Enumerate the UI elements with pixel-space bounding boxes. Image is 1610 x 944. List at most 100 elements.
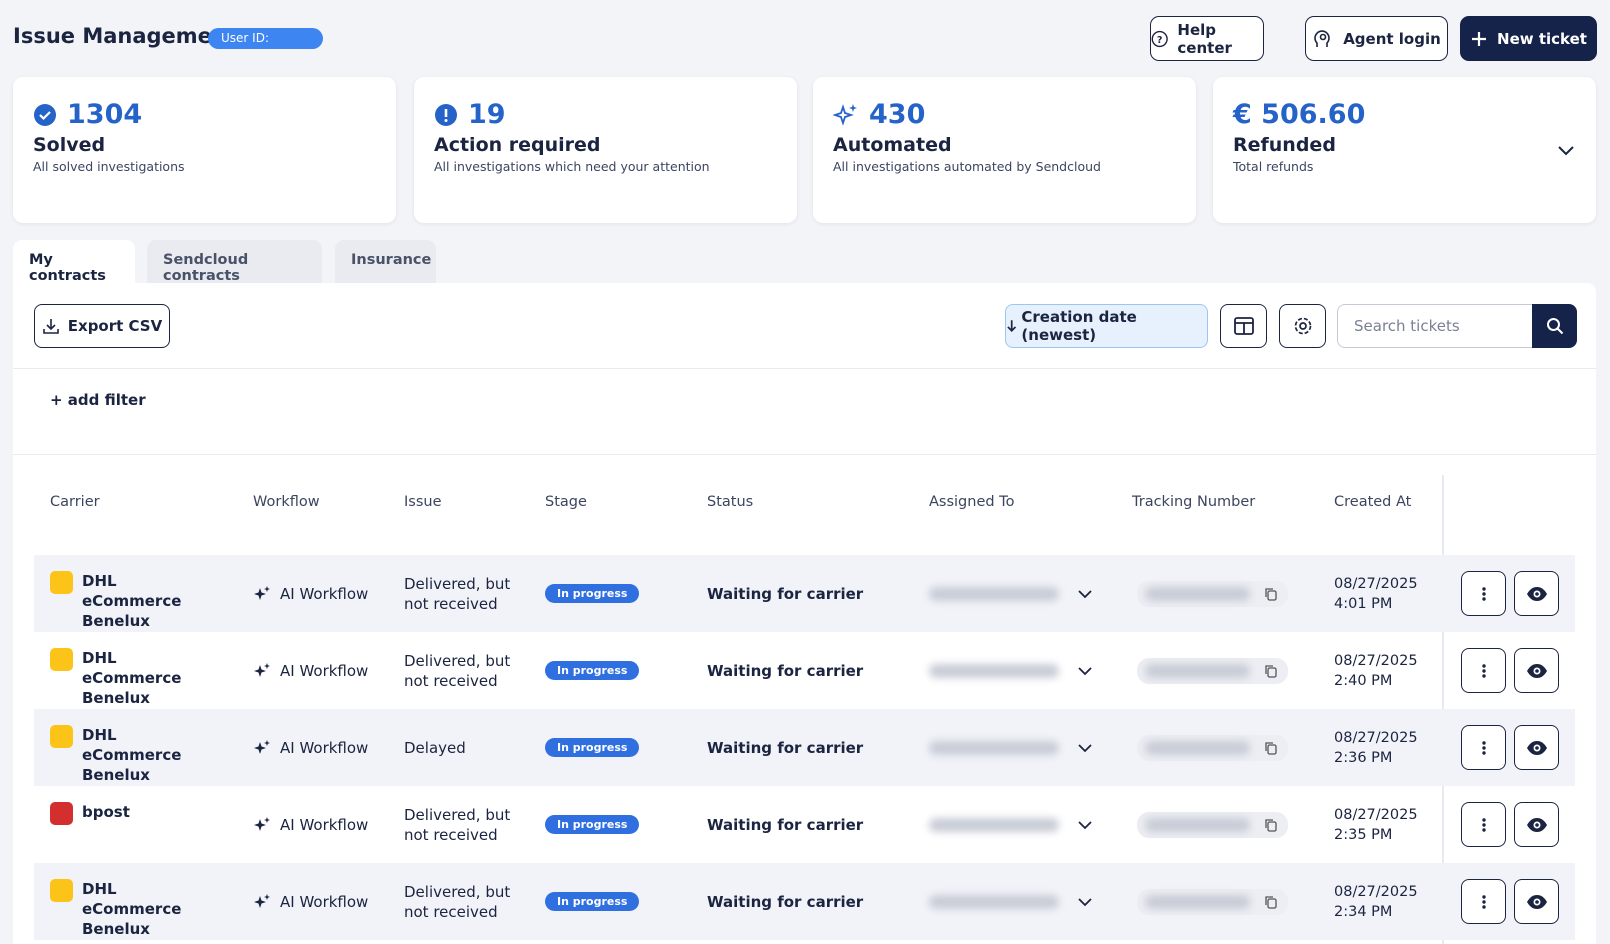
stat-value: € 506.60 bbox=[1233, 99, 1366, 130]
expand-chevron[interactable] bbox=[1555, 139, 1577, 161]
eye-icon bbox=[1526, 740, 1547, 755]
stat-card: € 506.60 Refunded Total refunds bbox=[1213, 77, 1596, 223]
settings-button[interactable] bbox=[1279, 304, 1326, 348]
tracking-cell bbox=[1137, 709, 1288, 786]
more-button[interactable] bbox=[1461, 725, 1506, 770]
more-button[interactable] bbox=[1461, 879, 1506, 924]
ticket-row[interactable]: DHL eCommerce Benelux AI Workflow Delivere… bbox=[34, 632, 1575, 709]
column-header: Carrier bbox=[50, 494, 100, 510]
assignee-dropdown[interactable] bbox=[1077, 817, 1093, 833]
assignee-dropdown[interactable] bbox=[1077, 894, 1093, 910]
divider bbox=[13, 368, 1596, 369]
carrier-logo bbox=[50, 571, 73, 594]
copy-button[interactable] bbox=[1264, 895, 1278, 909]
assignee-dropdown[interactable] bbox=[1077, 740, 1093, 756]
sort-button[interactable]: Creation date (newest) bbox=[1005, 304, 1208, 348]
more-button[interactable] bbox=[1461, 648, 1506, 693]
assignee-dropdown[interactable] bbox=[1077, 663, 1093, 679]
ticket-row[interactable]: DHL eCommerce Benelux AI Workflow Delivere… bbox=[34, 555, 1575, 632]
created-cell: 08/27/2025 4:01 PM bbox=[1334, 555, 1418, 632]
workflow-cell: AI Workflow bbox=[253, 632, 368, 709]
search-button[interactable] bbox=[1532, 304, 1577, 348]
eye-icon bbox=[1526, 663, 1547, 678]
copy-button[interactable] bbox=[1264, 741, 1278, 755]
carrier-name: DHL eCommerce Benelux bbox=[82, 726, 182, 784]
created-time: 2:40 PM bbox=[1334, 672, 1393, 689]
copy-button[interactable] bbox=[1264, 818, 1278, 832]
help-icon: ? bbox=[1151, 30, 1168, 47]
created-date: 08/27/2025 bbox=[1334, 883, 1418, 900]
columns-button[interactable] bbox=[1220, 304, 1267, 348]
stat-description: All investigations automated by Sendclou… bbox=[833, 159, 1101, 174]
ticket-row[interactable]: DHL eCommerce Benelux AI Workflow Delivere… bbox=[34, 863, 1575, 940]
page-title: Issue Management bbox=[13, 24, 237, 48]
assignee-dropdown[interactable] bbox=[1077, 586, 1093, 602]
eye-icon bbox=[1526, 586, 1547, 601]
view-button[interactable] bbox=[1514, 879, 1559, 924]
status-cell: Waiting for carrier bbox=[707, 786, 863, 863]
chevron bbox=[1078, 820, 1092, 829]
carrier-logo bbox=[50, 879, 73, 902]
assignee-cell bbox=[929, 863, 1093, 940]
check-icon bbox=[34, 103, 56, 126]
workflow-name: AI Workflow bbox=[280, 892, 369, 911]
column-header: Assigned To bbox=[929, 494, 1015, 510]
created-cell: 08/27/2025 2:40 PM bbox=[1334, 632, 1418, 709]
carrier-logo bbox=[50, 648, 73, 671]
status-text: Waiting for carrier bbox=[707, 738, 864, 757]
help-center-button[interactable]: ? Help center bbox=[1150, 16, 1264, 61]
agent-login-button[interactable]: Agent login bbox=[1305, 16, 1448, 61]
status-text: Waiting for carrier bbox=[707, 892, 864, 911]
copy-icon bbox=[1265, 895, 1277, 909]
download-icon bbox=[42, 319, 59, 334]
ticket-row[interactable]: bpost AI Workflow Delivered, but not recei… bbox=[34, 786, 1575, 863]
view-button[interactable] bbox=[1514, 648, 1559, 693]
view-button[interactable] bbox=[1514, 802, 1559, 847]
alert-icon bbox=[435, 103, 457, 126]
stage-cell: In progress bbox=[545, 786, 640, 863]
more-button[interactable] bbox=[1461, 571, 1506, 616]
add-filter[interactable]: + add filter bbox=[50, 391, 146, 409]
more-icon bbox=[1481, 894, 1486, 909]
more-icon bbox=[1481, 740, 1486, 755]
created-cell: 08/27/2025 2:35 PM bbox=[1334, 786, 1418, 863]
view-button[interactable] bbox=[1514, 725, 1559, 770]
tracking-redacted bbox=[1145, 586, 1250, 601]
stat-description: All investigations which need your atten… bbox=[434, 159, 710, 174]
more-icon bbox=[1481, 663, 1486, 678]
export-csv-button[interactable]: Export CSV bbox=[34, 304, 170, 348]
copy-button[interactable] bbox=[1264, 664, 1278, 678]
copy-icon bbox=[1265, 818, 1277, 832]
tab[interactable]: Sendcloud contracts bbox=[147, 240, 322, 284]
copy-button[interactable] bbox=[1264, 587, 1278, 601]
new-ticket-button[interactable]: New ticket bbox=[1460, 16, 1597, 61]
stat-label: Solved bbox=[33, 134, 106, 156]
plus-icon bbox=[1472, 31, 1487, 46]
stage-badge: In progress bbox=[545, 661, 640, 680]
workflow-name: AI Workflow bbox=[280, 738, 369, 757]
tracking-cell bbox=[1137, 786, 1288, 863]
chevron bbox=[1078, 666, 1092, 675]
workflow-cell: AI Workflow bbox=[253, 709, 368, 786]
assignee-cell bbox=[929, 555, 1093, 632]
more-button[interactable] bbox=[1461, 802, 1506, 847]
ticket-row[interactable]: DHL eCommerce Benelux AI Workflow Delayed I… bbox=[34, 709, 1575, 786]
tab[interactable]: Insurance bbox=[335, 240, 436, 283]
tab[interactable]: My contracts bbox=[13, 240, 135, 284]
stat-label: Refunded bbox=[1233, 134, 1336, 156]
stage-badge: In progress bbox=[545, 738, 640, 757]
issue-text: Delivered, but not received bbox=[404, 882, 511, 921]
workflow-icon bbox=[253, 893, 271, 911]
stat-description: Total refunds bbox=[1233, 159, 1314, 174]
issue-cell: Delivered, but not received bbox=[404, 555, 519, 632]
issue-cell: Delayed bbox=[404, 709, 519, 786]
button-label: Help center bbox=[1177, 20, 1232, 57]
search-input[interactable]: Search tickets bbox=[1337, 304, 1532, 348]
created-date: 08/27/2025 bbox=[1334, 806, 1418, 823]
view-button[interactable] bbox=[1514, 571, 1559, 616]
tracking-box bbox=[1137, 888, 1288, 915]
column-header: Created At bbox=[1334, 494, 1412, 510]
user-id: User ID: bbox=[208, 28, 323, 49]
